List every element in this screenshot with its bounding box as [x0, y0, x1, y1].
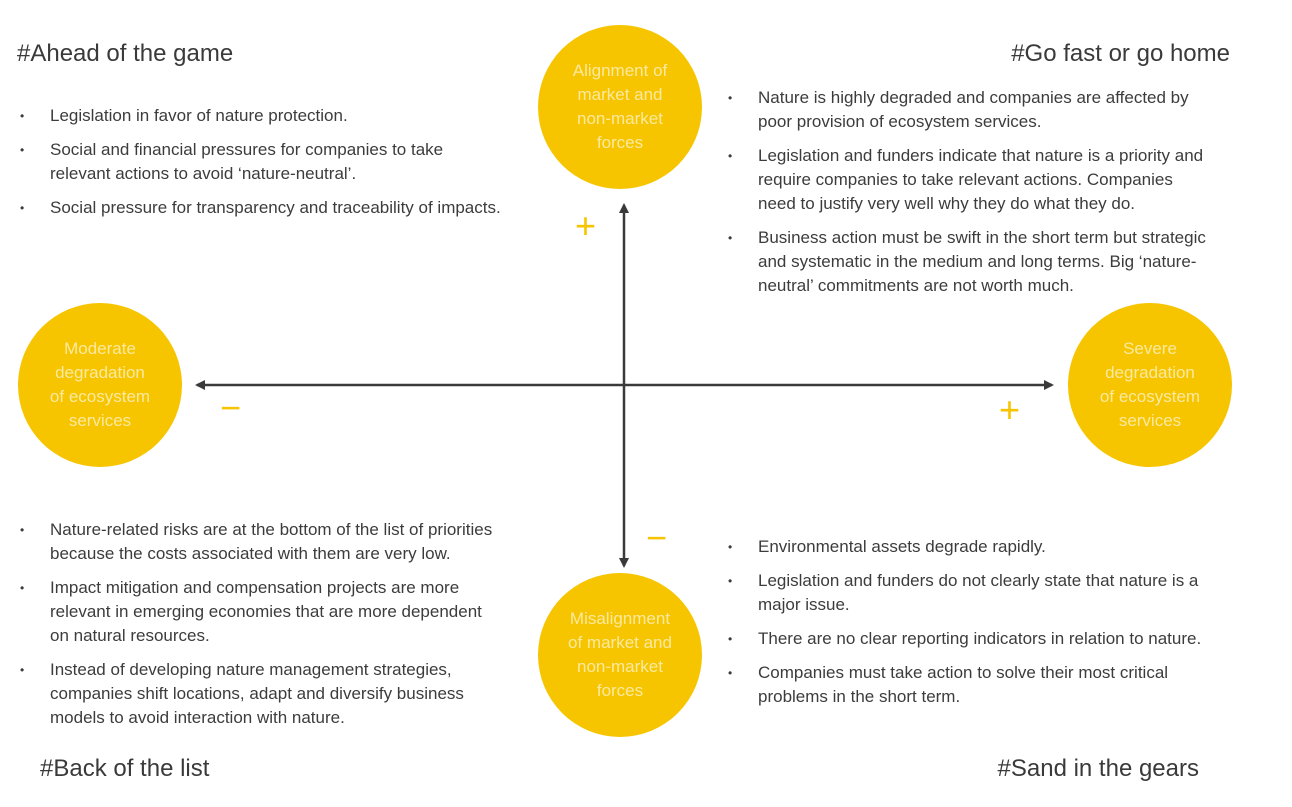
- list-item: There are no clear reporting indicators …: [728, 627, 1201, 651]
- list-item: Instead of developing nature management …: [20, 658, 492, 730]
- list-item: Social and financial pressures for compa…: [20, 138, 501, 186]
- quadrant-title-bottom-right: #Sand in the gears: [997, 755, 1199, 782]
- quadrant-title-bottom-left: #Back of the list: [40, 755, 210, 782]
- minus-sign-bottom: −: [646, 517, 668, 558]
- axis-label-left-circle: Moderate degradation of ecosystem servic…: [18, 303, 182, 467]
- list-item: Impact mitigation and compensation proje…: [20, 576, 492, 648]
- list-item: Legislation and funders do not clearly s…: [728, 569, 1201, 617]
- plus-sign-right: +: [999, 389, 1021, 430]
- quadrant-title-top-left: #Ahead of the game: [17, 40, 234, 67]
- axis-label-right-circle: Severe degradation of ecosystem services: [1068, 303, 1232, 467]
- list-item: Legislation in favor of nature protectio…: [20, 104, 501, 128]
- list-item: Environmental assets degrade rapidly.: [728, 535, 1201, 559]
- minus-sign-left: −: [220, 387, 242, 428]
- list-item: Companies must take action to solve thei…: [728, 661, 1201, 709]
- bullet-list-top-right: Nature is highly degraded and companies …: [728, 86, 1206, 308]
- list-item: Social pressure for transparency and tra…: [20, 196, 501, 220]
- list-item: Nature is highly degraded and companies …: [728, 86, 1206, 134]
- list-item: Legislation and funders indicate that na…: [728, 144, 1206, 216]
- list-item: Nature-related risks are at the bottom o…: [20, 518, 492, 566]
- list-item: Business action must be swift in the sho…: [728, 226, 1206, 298]
- bullet-list-top-left: Legislation in favor of nature protectio…: [20, 104, 501, 230]
- bullet-list-bottom-right: Environmental assets degrade rapidly. Leg…: [728, 535, 1201, 719]
- axis-label-top-circle: Alignment of market and non-market force…: [538, 25, 702, 189]
- plus-sign-top: +: [575, 205, 597, 246]
- quadrant-title-top-right: #Go fast or go home: [1011, 40, 1230, 67]
- bullet-list-bottom-left: Nature-related risks are at the bottom o…: [20, 518, 492, 740]
- axis-label-bottom-circle: Misalignment of market and non-market fo…: [538, 573, 702, 737]
